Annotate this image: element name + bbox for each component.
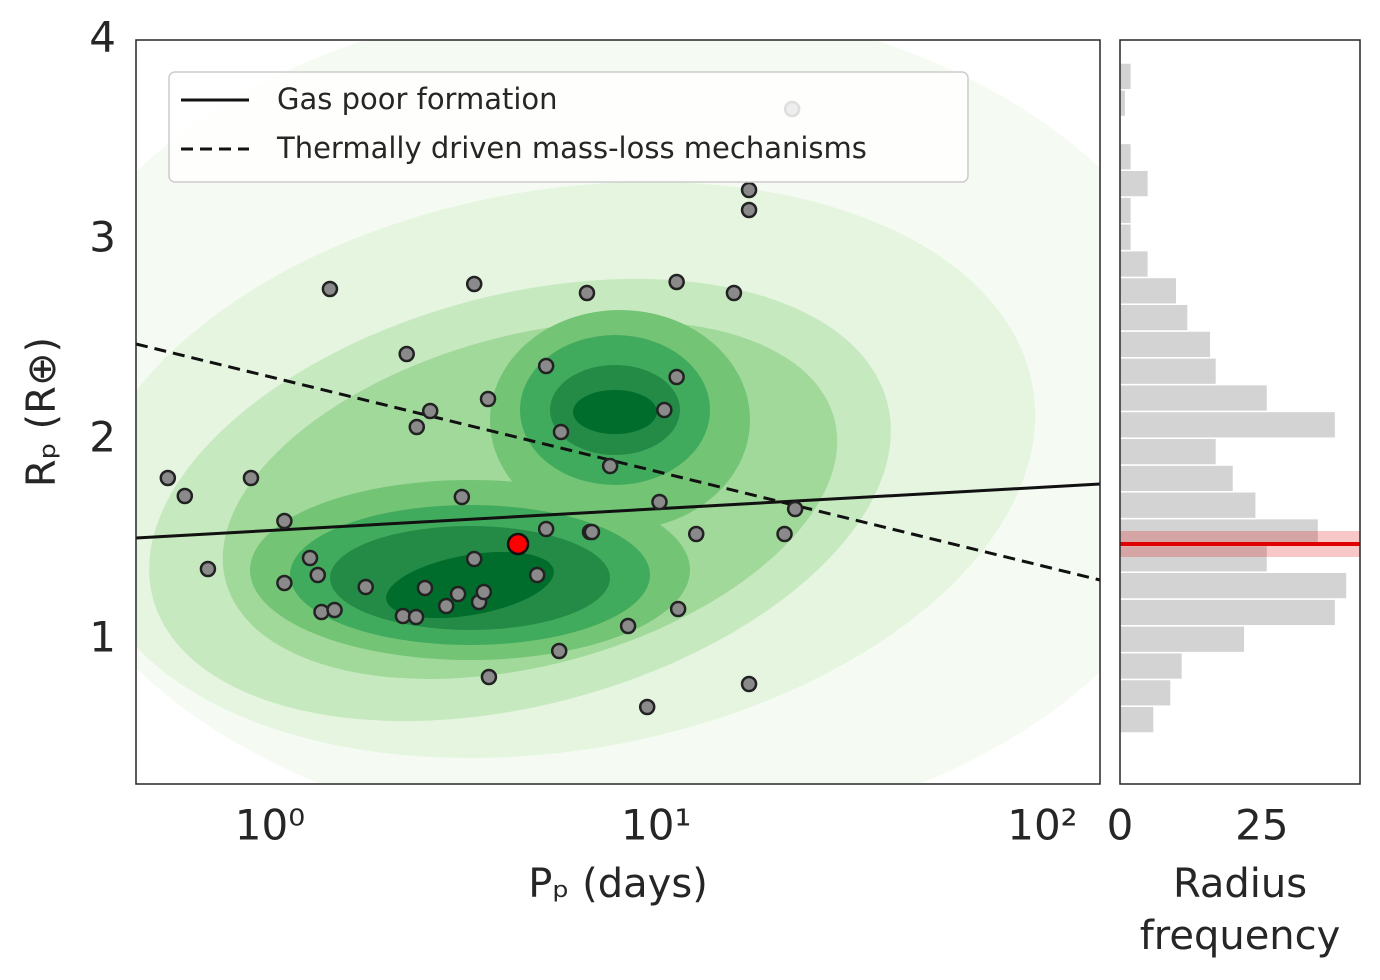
scatter-point [394,607,412,625]
scatter-point [321,280,339,298]
hist-bar [1119,705,1155,734]
hist-bar [1119,651,1184,681]
x-tick-label: 25 [1235,801,1288,850]
scatter-point [408,418,426,436]
scatter-point [242,469,260,487]
hist-bar [1119,142,1133,171]
scatter-point [437,597,455,615]
scatter-point [669,600,687,618]
scatter-point [276,512,293,530]
hist-bar [1119,89,1127,118]
highlight-point [506,532,530,556]
scatter-point [601,457,619,475]
scatter-point [537,520,555,538]
legend-box [168,71,969,183]
scatter-point [668,273,685,291]
hist-bar [1119,276,1178,305]
hist-bar [1119,223,1133,252]
hist-bar [1119,678,1172,707]
y-tick-label: 3 [89,213,116,262]
hist-bar [1119,517,1320,547]
scatter-point [421,402,439,420]
scatter-point [638,698,656,716]
scatter-point [357,578,374,596]
hist-bar [1119,410,1337,439]
x-tick-label: 10² [1007,801,1077,850]
legend: Gas poor formation Thermally driven mass-… [168,71,969,183]
scatter-point [453,488,471,506]
scatter-point [465,550,483,568]
scatter-point [725,284,743,302]
scatter-point [199,560,217,578]
hist-bar [1119,598,1337,627]
legend-label: Thermally driven mass-loss mechanisms [276,131,867,165]
x-tick-label: 10¹ [621,801,691,850]
scatter-point [159,469,177,487]
scatter-point [656,401,673,419]
x-tick-label: 10⁰ [235,801,305,850]
hist-bar [1119,625,1246,654]
hist-bar [1119,544,1269,573]
hist-x-axis-label: Radius frequency [1139,861,1341,959]
scatter-point [776,525,793,543]
scatter-point [668,368,685,386]
scatter-point [740,201,758,219]
hist-bar [1119,330,1212,359]
scatter-point [651,493,668,511]
scatter-point [740,675,758,693]
scatter-point [313,603,330,621]
scatter-point [301,549,319,567]
hist-frame [1119,39,1361,785]
axes-frame [135,39,1101,785]
marks [135,62,1360,734]
scatter-point [416,579,434,597]
hist-bar [1119,491,1257,520]
scatter-point [398,345,415,363]
y-tick-label: 2 [89,413,116,462]
scatter-point [740,181,758,199]
scatter-point [528,566,546,584]
y-tick-label: 4 [89,13,116,62]
scatter-point [687,525,705,543]
hist-bar [1119,464,1235,493]
hist-bar [1119,571,1348,600]
scatter-point [309,566,327,584]
hist-bar [1119,169,1150,198]
scatter-point [475,583,493,601]
scatter-point [552,423,570,441]
y-tick-label: 1 [89,613,116,662]
hist-bar [1119,249,1150,279]
hist-bar [1119,196,1133,225]
hist-bar [1119,437,1218,466]
scatter-point [480,668,498,686]
hist-bar [1119,303,1189,332]
scatter-point [449,585,467,603]
scatter-point [619,617,637,635]
hist-bar [1119,62,1133,91]
scatter-point [479,390,497,408]
scatter-point [583,523,601,541]
scatter-point [326,601,343,619]
scatter-point [176,487,194,505]
scatter-point [550,642,568,660]
scatter-point [578,284,596,302]
scatter-point [407,608,425,626]
trend-line [135,482,1101,540]
hist-bar [1119,357,1218,386]
scatter-point [276,574,293,592]
scatter-point [537,357,555,375]
legend-label: Gas poor formation [277,82,558,116]
hist-bar [1119,383,1269,413]
x-axis-label: Pₚ (days) [528,861,708,907]
y-axis-label: Rₚ (R⊕) [19,337,65,487]
scatter-point [786,500,804,518]
trend-line [135,342,1101,582]
scatter-point [465,275,483,293]
x-tick-label: 0 [1107,801,1134,850]
